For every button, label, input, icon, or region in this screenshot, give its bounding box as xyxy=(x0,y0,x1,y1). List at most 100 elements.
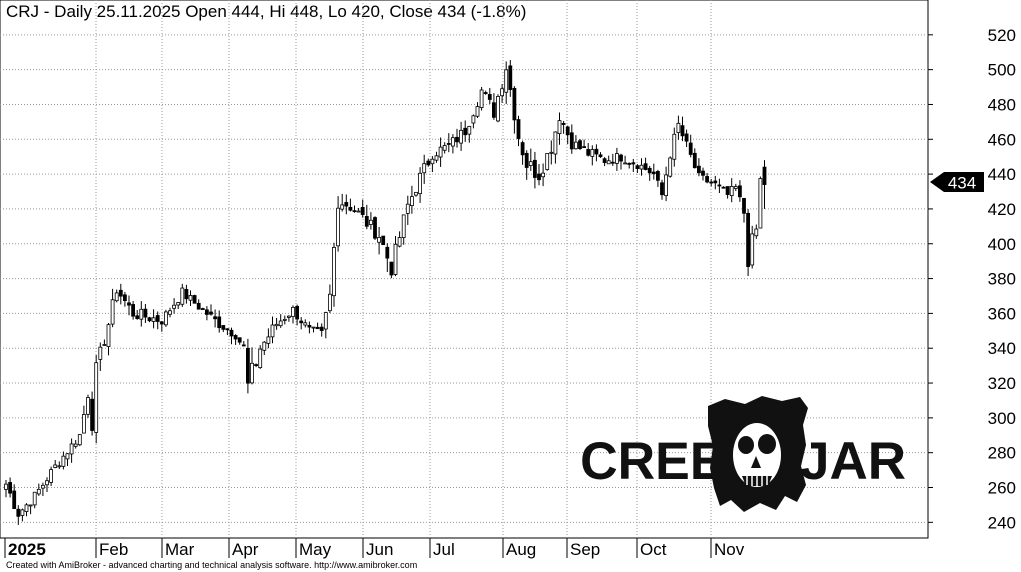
candle-body xyxy=(168,310,172,315)
candle-body xyxy=(41,484,45,489)
candle-body xyxy=(237,337,242,343)
candle-body xyxy=(639,164,644,170)
candle-body xyxy=(188,295,193,301)
candle-body xyxy=(438,146,443,158)
candle-body xyxy=(738,185,742,198)
candle-body xyxy=(610,161,615,164)
candle-body xyxy=(327,293,332,312)
candle-body xyxy=(446,143,451,145)
y-tick-label: 420 xyxy=(988,200,1016,219)
candle-body xyxy=(553,131,558,155)
candle-body xyxy=(762,166,767,185)
candle-body xyxy=(348,206,353,211)
candle-body xyxy=(274,323,279,327)
candle-body xyxy=(537,173,541,181)
candle-body xyxy=(602,158,607,164)
candle-body xyxy=(200,308,205,310)
candle-body xyxy=(159,321,164,325)
candle-body xyxy=(250,362,254,384)
candle-body xyxy=(656,171,660,181)
candle-body xyxy=(619,154,623,162)
candle-body xyxy=(4,483,8,490)
candle-body xyxy=(94,362,99,433)
candle-body xyxy=(467,125,472,135)
candle-body xyxy=(291,306,295,317)
candle-body xyxy=(483,92,488,94)
candle-body xyxy=(709,181,714,184)
candle-body xyxy=(680,125,685,137)
candle-body xyxy=(414,191,418,196)
candle-body xyxy=(82,414,86,434)
candle-body xyxy=(397,237,402,247)
candle-body xyxy=(131,304,136,317)
candle-body xyxy=(77,434,82,446)
candle-body xyxy=(106,324,111,347)
candle-body xyxy=(209,311,213,315)
candle-body xyxy=(245,347,250,384)
y-axis: 240 260 280 300 320 340 360 380 400 420 440 460 480 5… xyxy=(928,26,1016,532)
candle-body xyxy=(295,305,300,320)
candle-body xyxy=(455,136,459,143)
candle-body xyxy=(418,172,423,195)
candle-body xyxy=(647,167,652,174)
y-tick-label: 400 xyxy=(988,235,1016,254)
candle-body xyxy=(541,172,545,178)
candle-body xyxy=(475,106,480,117)
candle-body xyxy=(57,465,62,468)
candle-body xyxy=(651,171,656,175)
x-tick-label: Mar xyxy=(165,540,195,559)
candle-body xyxy=(270,324,275,338)
candle-body xyxy=(258,348,263,368)
candle-body xyxy=(598,154,603,158)
candle-body xyxy=(496,96,500,122)
candle-body xyxy=(151,317,156,322)
candle-body xyxy=(586,149,591,156)
candle-body xyxy=(401,214,406,238)
candle-body xyxy=(627,162,632,165)
candle-body xyxy=(61,455,66,467)
candle-body xyxy=(426,160,431,166)
candle-body xyxy=(184,288,189,300)
candle-body xyxy=(45,480,49,486)
candle-body xyxy=(606,160,611,165)
logo-text-right: JAR xyxy=(800,432,906,491)
candles xyxy=(4,60,767,525)
candle-body xyxy=(139,308,144,320)
x-tick-label: Nov xyxy=(714,540,745,559)
candle-body xyxy=(16,508,21,517)
candle-body xyxy=(459,129,464,144)
x-tick-label: Jul xyxy=(433,540,455,559)
candle-body xyxy=(701,170,705,176)
candle-body xyxy=(434,155,439,161)
plot-frame xyxy=(0,0,929,539)
candle-body xyxy=(180,287,185,305)
candle-body xyxy=(340,204,345,210)
candle-body xyxy=(323,312,328,330)
candle-body xyxy=(615,153,619,164)
candle-body xyxy=(86,397,90,415)
candle-body xyxy=(266,336,271,344)
x-axis: 2025 Feb Mar Apr May Jun Jul Aug Sep Oct Nov xyxy=(4,538,745,559)
candle-body xyxy=(672,133,677,160)
candle-body xyxy=(32,491,37,506)
candle-body xyxy=(196,302,201,310)
candle-body xyxy=(336,207,341,247)
candle-body xyxy=(278,320,283,327)
candle-body xyxy=(500,88,505,97)
candle-body xyxy=(545,153,550,170)
y-tick-label: 460 xyxy=(988,130,1016,149)
candle-body xyxy=(73,443,78,447)
candle-body xyxy=(750,233,755,266)
candle-body xyxy=(135,315,140,319)
candle-body xyxy=(479,89,484,108)
x-tick-label: Oct xyxy=(640,540,667,559)
y-tick-label: 480 xyxy=(988,95,1016,114)
y-tick-label: 500 xyxy=(988,61,1016,80)
candle-body xyxy=(241,344,246,347)
x-tick-label: Feb xyxy=(99,540,128,559)
candle-body xyxy=(528,161,533,166)
candle-body xyxy=(442,145,447,151)
candle-body xyxy=(389,261,394,276)
y-tick-label: 240 xyxy=(988,513,1016,532)
candle-body xyxy=(356,210,361,213)
